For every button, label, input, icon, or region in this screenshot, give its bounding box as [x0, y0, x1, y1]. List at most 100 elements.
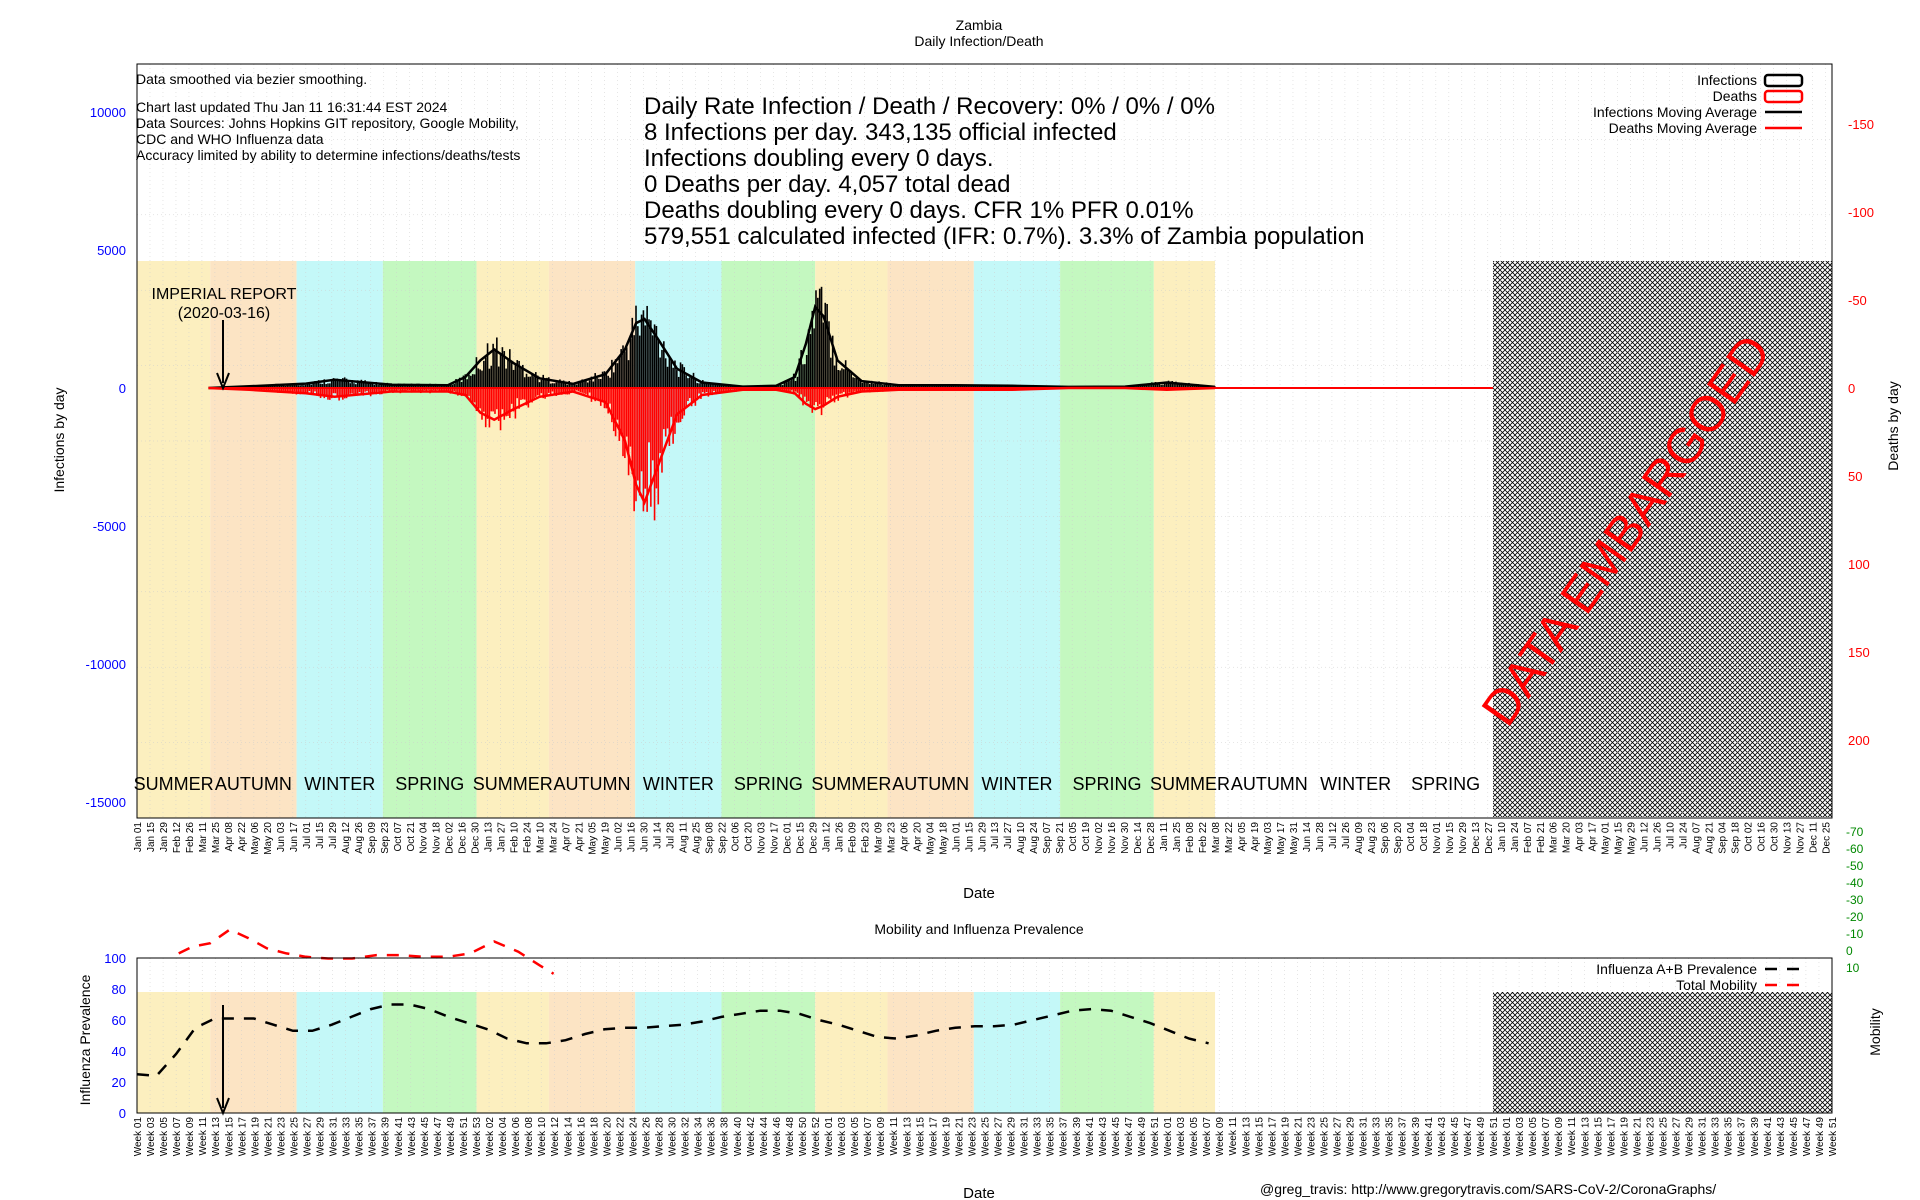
infection-bar — [323, 379, 326, 388]
date-tick-label: Sep 09 — [367, 822, 378, 854]
date-tick-label: Feb 07 — [1523, 822, 1534, 854]
week-tick-label: Week 19 — [941, 1117, 952, 1157]
infection-bar — [1138, 385, 1140, 388]
infection-bar — [791, 377, 793, 388]
infection-bar — [499, 354, 502, 388]
infection-bar — [718, 384, 721, 388]
infection-bar — [599, 378, 602, 388]
death-bar — [445, 388, 448, 393]
week-tick-label: Week 17 — [928, 1117, 939, 1157]
top-chart-title: Zambia — [956, 17, 1003, 33]
infection-bar — [455, 379, 457, 388]
week-tick-label: Week 35 — [1046, 1117, 1057, 1157]
death-bar — [609, 388, 611, 404]
infection-bar — [525, 373, 528, 388]
infection-bar — [731, 385, 734, 388]
death-bar — [850, 388, 853, 393]
week-tick-label: Week 29 — [316, 1117, 327, 1157]
death-bar — [466, 388, 468, 397]
infection-bar — [681, 364, 684, 388]
week-tick-label: Week 11 — [1228, 1117, 1239, 1156]
date-tick-label: Sep 18 — [1731, 822, 1742, 854]
infection-bar — [1199, 385, 1201, 388]
date-tick-label: Oct 30 — [1770, 822, 1781, 852]
death-bar — [572, 388, 574, 392]
death-bar — [592, 388, 595, 398]
season-band — [973, 261, 1061, 818]
infection-bar — [453, 383, 455, 388]
week-tick-label: Week 07 — [1202, 1117, 1213, 1157]
influenza-prevalence-line — [136, 1003, 1209, 1078]
infection-bar — [967, 385, 969, 388]
season-label: SUMMER — [811, 774, 891, 794]
death-bar — [347, 388, 350, 395]
date-tick-label: May 05 — [588, 822, 599, 855]
bottom-legend: Influenza A+B Prevalence Total Mobility — [1596, 961, 1802, 993]
week-tick-label: Week 51 — [1489, 1117, 1500, 1157]
infection-bar — [1139, 385, 1142, 388]
date-tick-label: Nov 18 — [432, 822, 443, 854]
week-tick-label: Week 01 — [1163, 1117, 1174, 1157]
death-bar — [830, 388, 832, 400]
death-bar — [633, 388, 635, 512]
death-bar — [544, 388, 546, 399]
death-bar — [416, 388, 418, 391]
death-bar — [805, 388, 808, 402]
stat-line: Deaths doubling every 0 days. CFR 1% PFR… — [644, 197, 1194, 224]
date-tick-label: Jul 15 — [315, 822, 326, 849]
infection-bar — [373, 385, 376, 388]
infection-bar — [696, 383, 699, 388]
season-band — [973, 992, 1061, 1113]
death-bar — [314, 388, 316, 392]
top-chart-subtitle: Daily Infection/Death — [914, 33, 1043, 49]
season-label: SPRING — [1411, 774, 1480, 794]
date-tick-label: Oct 02 — [1744, 822, 1755, 852]
death-bar — [529, 388, 532, 401]
week-tick-label: Week 12 — [550, 1117, 561, 1157]
infection-bar — [1189, 385, 1192, 388]
season-label: WINTER — [643, 774, 714, 794]
date-tick-label: Jun 01 — [951, 822, 962, 852]
legend-label: Deaths Moving Average — [1609, 120, 1758, 136]
death-bar — [698, 388, 700, 394]
date-tick-label: Aug 24 — [1029, 822, 1040, 854]
infection-bar — [616, 363, 619, 388]
death-bar — [349, 388, 352, 394]
infection-bar — [868, 384, 871, 388]
week-tick-label: Week 27 — [1672, 1117, 1683, 1157]
death-bar — [523, 388, 526, 400]
date-tick-label: Mar 09 — [873, 822, 884, 854]
week-tick-label: Week 53 — [472, 1117, 483, 1157]
death-bar — [818, 388, 821, 405]
infection-bar — [494, 348, 496, 388]
death-bar — [598, 388, 600, 401]
season-band — [548, 261, 636, 818]
week-tick-label: Week 39 — [1072, 1117, 1083, 1157]
death-bar — [382, 388, 385, 394]
infection-bar — [382, 382, 385, 388]
death-bar — [373, 388, 376, 394]
infection-bar — [705, 382, 708, 388]
infection-bar — [713, 383, 715, 388]
infection-bar — [481, 370, 483, 388]
infection-bar — [609, 377, 611, 388]
infection-bar — [1160, 384, 1162, 388]
infection-bar — [598, 378, 600, 388]
death-bar — [518, 388, 520, 409]
date-tick-label: Jan 13 — [484, 822, 495, 852]
date-tick-label: Jul 29 — [328, 822, 339, 849]
week-tick-label: Week 21 — [954, 1117, 965, 1157]
death-bar — [557, 388, 559, 393]
infection-bar — [516, 360, 519, 388]
infection-bar — [1180, 382, 1183, 388]
infection-bar — [716, 383, 719, 388]
infection-bar — [841, 368, 843, 388]
week-tick-label: Week 23 — [1306, 1117, 1317, 1157]
infection-bar — [844, 360, 847, 388]
death-bar — [585, 388, 587, 394]
date-tick-label: Aug 23 — [1367, 822, 1378, 854]
week-tick-label: Week 45 — [1789, 1117, 1800, 1157]
week-tick-label: Week 13 — [1241, 1117, 1252, 1157]
infection-bar — [805, 355, 808, 388]
date-tick-label: Jul 14 — [653, 822, 664, 849]
